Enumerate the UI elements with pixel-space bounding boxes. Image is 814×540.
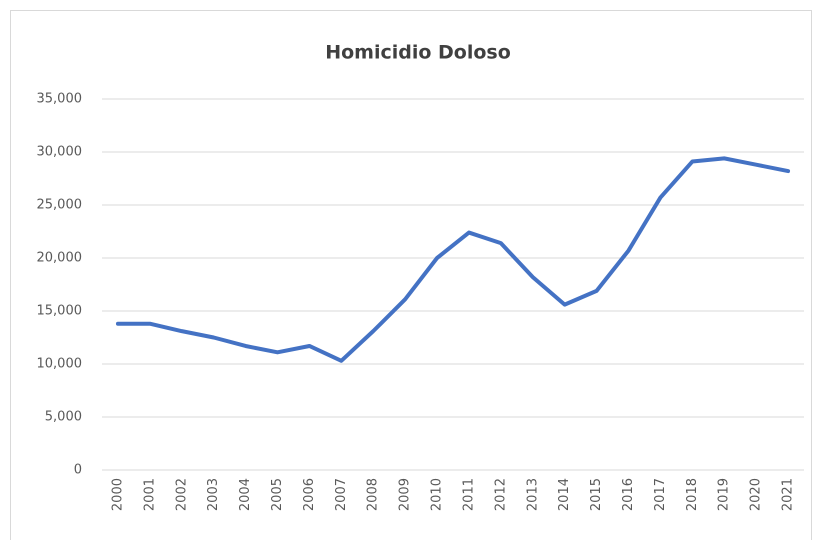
y-tick-label: 25,000 xyxy=(37,198,83,213)
x-tick-label: 2009 xyxy=(398,478,413,511)
y-tick-label: 15,000 xyxy=(37,304,83,319)
x-tick-label: 2011 xyxy=(461,478,476,511)
x-tick-label: 2007 xyxy=(334,478,349,511)
x-tick-label: 2008 xyxy=(366,478,381,511)
x-tick-label: 2013 xyxy=(525,478,540,511)
x-tick-label: 2000 xyxy=(110,478,125,511)
x-tick-label: 2014 xyxy=(557,478,572,511)
x-tick-label: 2006 xyxy=(302,478,317,511)
y-tick-label: 5,000 xyxy=(45,410,82,425)
x-tick-label: 2002 xyxy=(174,478,189,511)
y-tick-label: 0 xyxy=(74,463,82,478)
x-tick-label: 2015 xyxy=(589,478,604,511)
x-tick-label: 2017 xyxy=(653,478,668,511)
chart-title: Homicidio Doloso xyxy=(325,42,511,64)
x-tick-label: 2020 xyxy=(749,478,764,511)
chart-frame xyxy=(10,10,812,540)
y-tick-label: 20,000 xyxy=(37,251,83,266)
x-tick-label: 2019 xyxy=(717,478,732,511)
x-tick-label: 2021 xyxy=(781,478,796,511)
x-tick-label: 2001 xyxy=(142,478,157,511)
x-tick-label: 2005 xyxy=(270,478,285,511)
y-tick-label: 30,000 xyxy=(37,145,83,160)
x-tick-label: 2016 xyxy=(621,478,636,511)
y-tick-label: 10,000 xyxy=(37,357,83,372)
x-tick-label: 2012 xyxy=(493,478,508,511)
x-tick-label: 2010 xyxy=(430,478,445,511)
x-tick-label: 2004 xyxy=(238,478,253,511)
y-tick-label: 35,000 xyxy=(37,92,83,107)
line-series xyxy=(115,156,791,363)
x-tick-label: 2018 xyxy=(685,478,700,511)
x-tick-label: 2003 xyxy=(206,478,221,511)
